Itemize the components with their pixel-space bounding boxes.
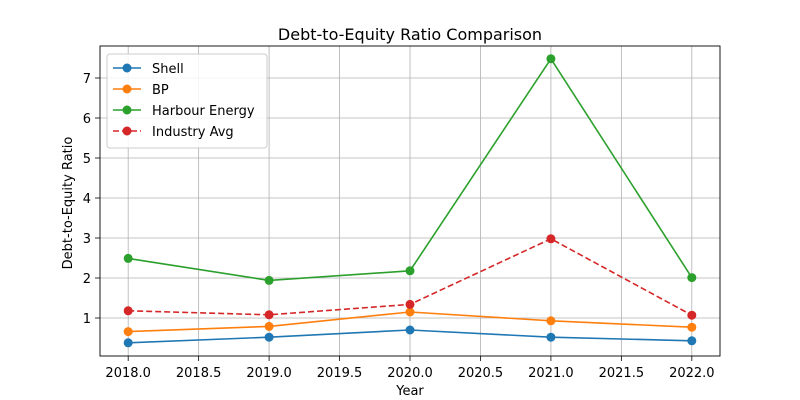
x-tick-label: 2019.0 <box>246 366 292 381</box>
data-point <box>264 332 274 342</box>
chart-title: Debt-to-Equity Ratio Comparison <box>278 25 542 44</box>
plot-frame <box>99 45 721 357</box>
legend-marker <box>122 84 132 94</box>
data-point <box>687 322 697 332</box>
legend-marker <box>122 63 132 73</box>
x-tick-label: 2018.5 <box>176 366 222 381</box>
data-point <box>687 273 697 283</box>
x-axis-label: Year <box>395 384 424 399</box>
data-point <box>405 325 415 335</box>
plot-area: 2018.0 2018.5 2019.0 2019.5 2020.0 2020.5 2021… <box>83 45 721 381</box>
legend-label: Harbour Energy <box>152 104 255 119</box>
legend-label: Shell <box>152 62 184 77</box>
data-point <box>546 234 556 244</box>
legend-label: Industry Avg <box>152 125 234 140</box>
data-point <box>546 54 556 64</box>
y-tick-label: 4 <box>83 192 91 207</box>
data-point <box>123 338 133 348</box>
y-tick-label: 5 <box>83 152 91 167</box>
data-point <box>687 336 697 346</box>
data-point <box>123 306 133 316</box>
y-axis-label: Debt-to-Equity Ratio <box>61 137 76 270</box>
data-point <box>264 275 274 285</box>
data-point <box>546 316 556 326</box>
legend-marker <box>122 105 132 115</box>
y-tick-label: 1 <box>83 312 91 327</box>
data-point <box>264 310 274 320</box>
x-tick-label: 2020.5 <box>458 366 504 381</box>
y-tick-label: 7 <box>83 72 91 87</box>
x-tick-label: 2021.0 <box>528 366 574 381</box>
data-point <box>123 253 133 263</box>
legend-marker <box>122 126 132 136</box>
y-tick-label: 3 <box>83 232 91 247</box>
legend-box <box>106 53 268 149</box>
x-tick-label: 2019.5 <box>317 366 363 381</box>
data-point <box>405 266 415 276</box>
x-tick-label: 2021.5 <box>599 366 645 381</box>
x-tick-label: 2022.0 <box>669 366 715 381</box>
y-tick-label: 6 <box>83 112 91 127</box>
data-point <box>687 310 697 320</box>
data-point <box>405 307 415 317</box>
data-point <box>405 299 415 309</box>
data-point <box>123 327 133 337</box>
y-tick-label: 2 <box>83 272 91 287</box>
x-tick-label: 2018.0 <box>105 366 151 381</box>
data-point <box>546 332 556 342</box>
x-tick-label: 2020.0 <box>387 366 433 381</box>
data-point <box>264 321 274 331</box>
legend-label: BP <box>152 83 169 98</box>
